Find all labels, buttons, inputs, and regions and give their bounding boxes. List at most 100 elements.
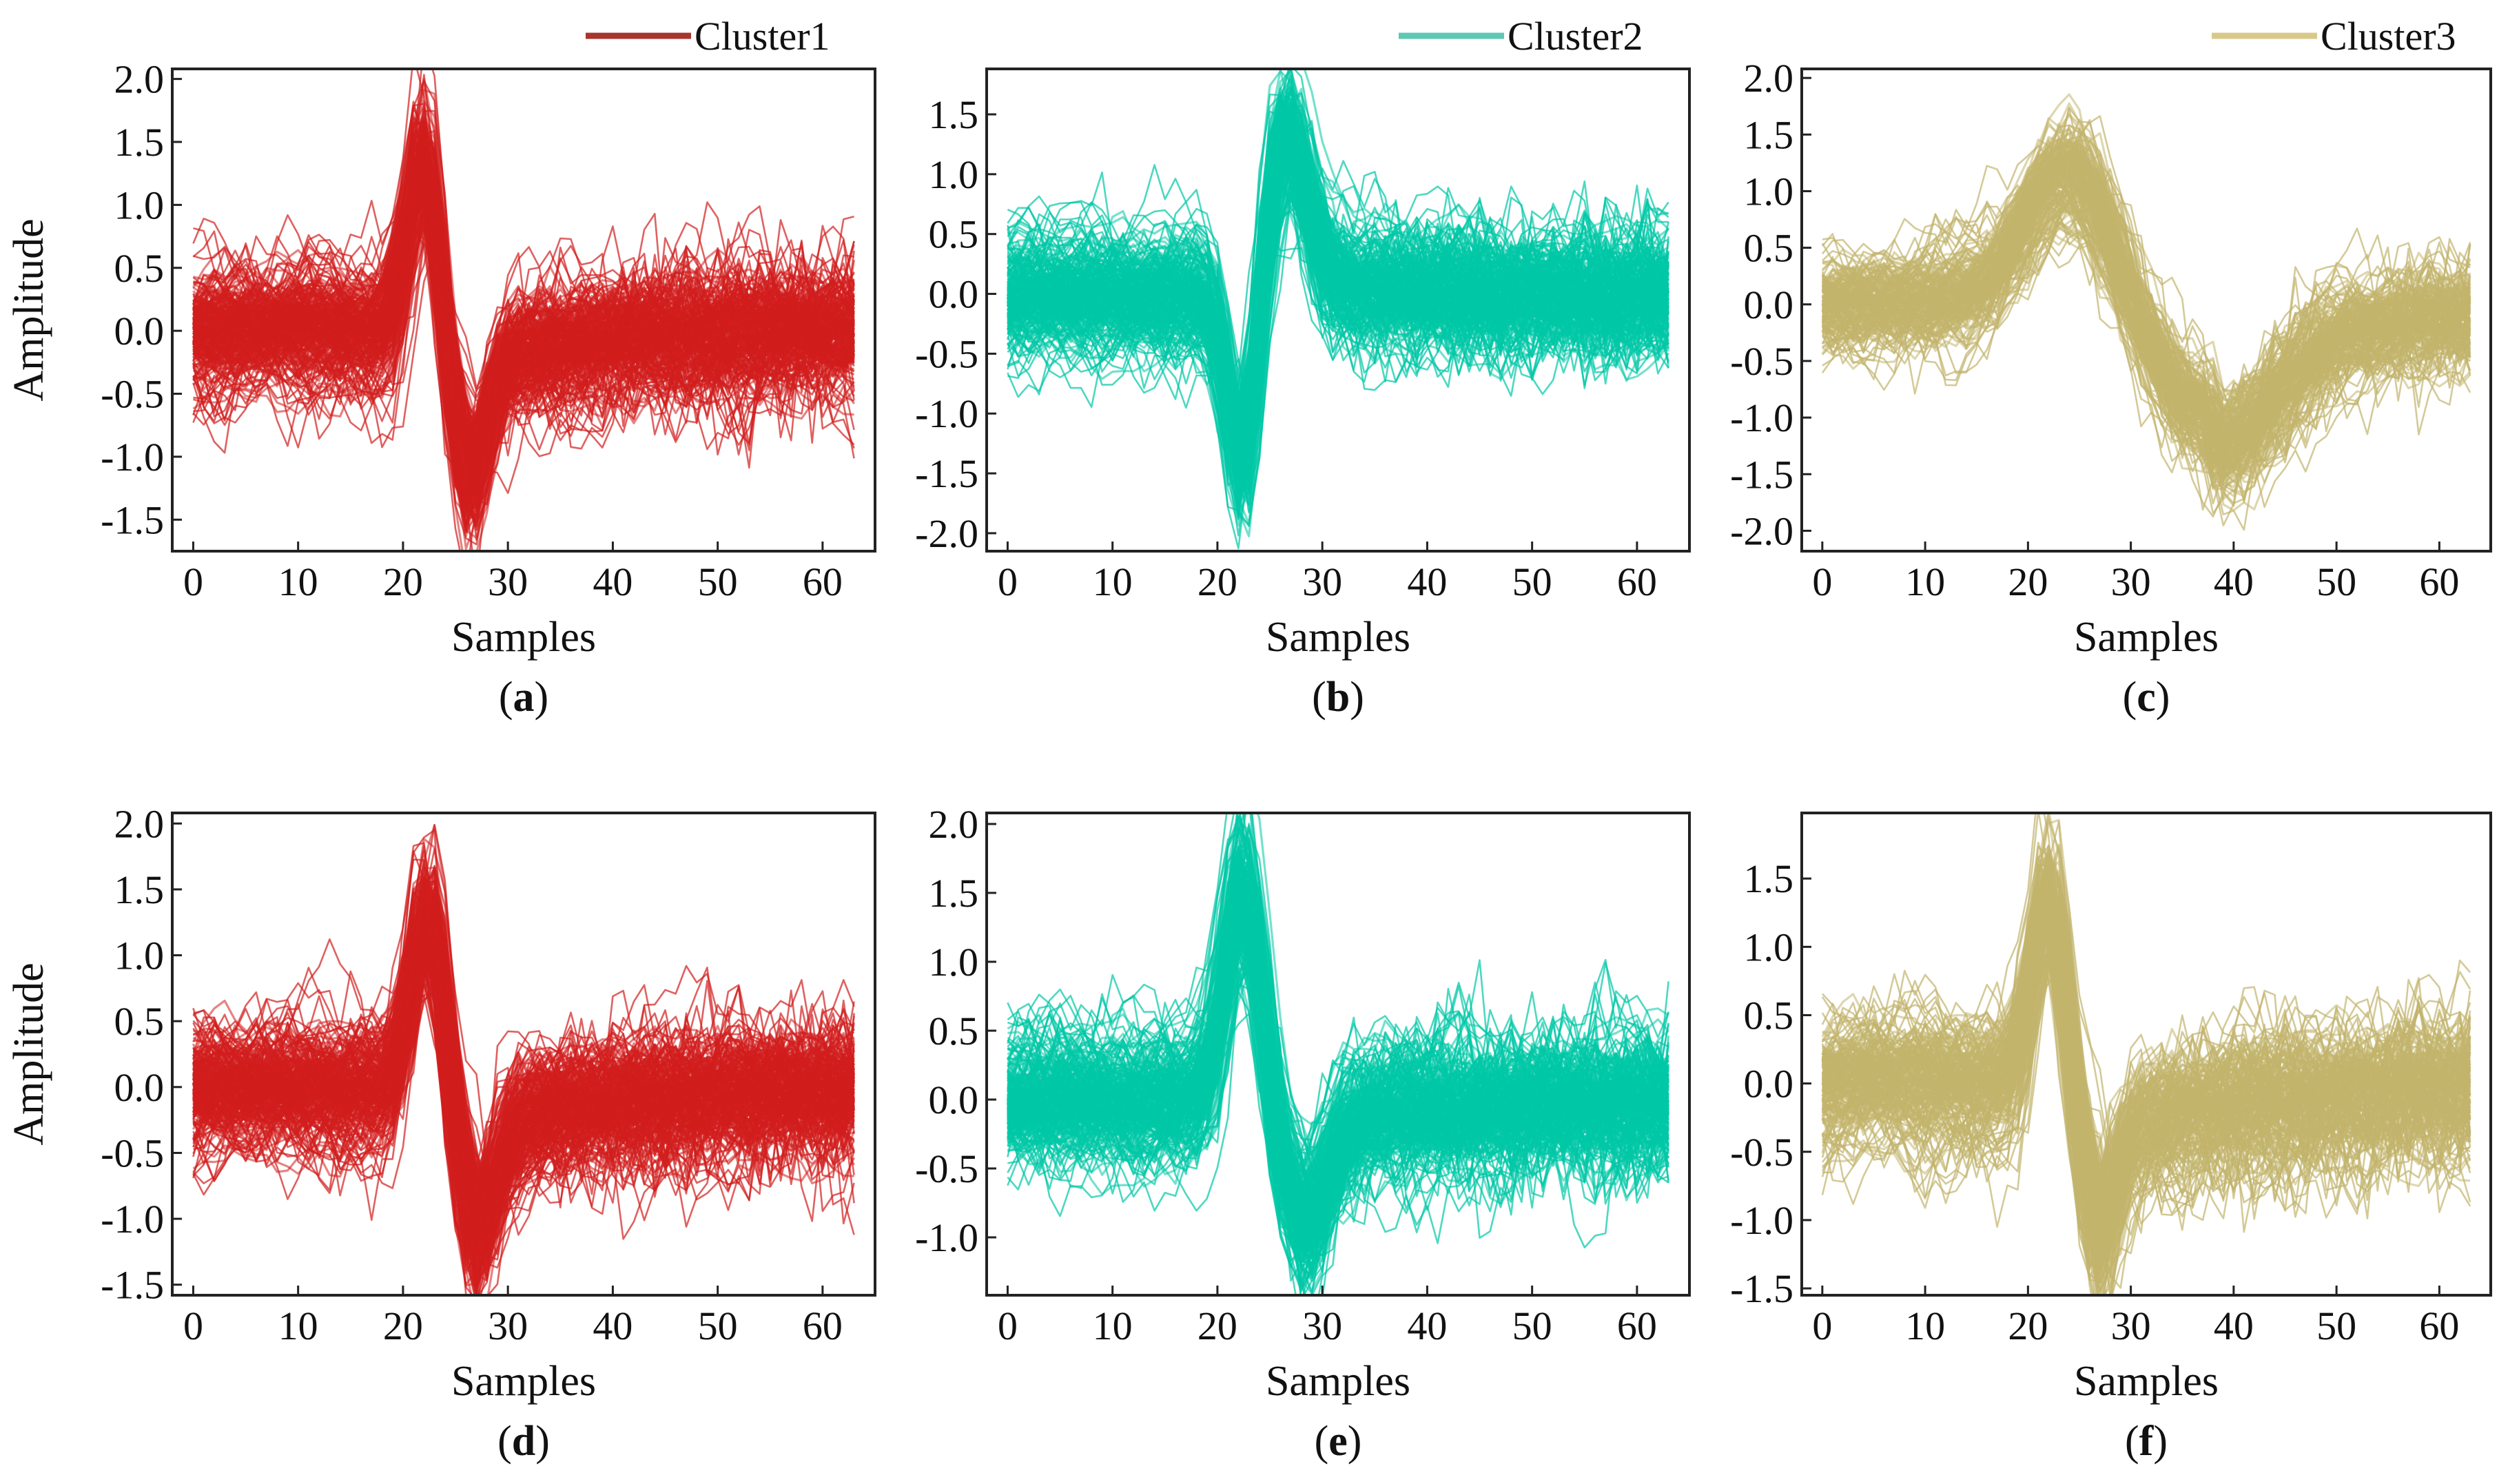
waveform-trace bbox=[192, 248, 855, 505]
waveform-trace bbox=[192, 925, 855, 1278]
y-tick-label: 1.0 bbox=[1744, 169, 1794, 214]
y-tick-label: 2.0 bbox=[1744, 56, 1794, 101]
waveform-trace bbox=[192, 965, 854, 1242]
y-tick-label: 1.5 bbox=[114, 867, 165, 912]
x-tick-label: 0 bbox=[998, 559, 1018, 604]
waveform-trace bbox=[193, 132, 854, 456]
x-tick-label: 30 bbox=[488, 1303, 528, 1348]
chart-panel-b: 0 10 20 30 40 50 60 -2.0 -1.5 -1.0 -0.5 0.0 0.5 1.0 1.… bbox=[915, 68, 1691, 721]
x-axis-label: Samples bbox=[2074, 614, 2219, 661]
waveform-trace bbox=[1007, 87, 1669, 464]
waveform-trace bbox=[1821, 880, 2471, 1214]
panel-label-open: ( bbox=[1315, 1418, 1329, 1465]
waveform-traces bbox=[1006, 69, 1670, 550]
waveform-trace bbox=[1822, 163, 2471, 448]
y-tick-label: 0.0 bbox=[114, 309, 165, 353]
x-tick-label: 0 bbox=[183, 559, 203, 604]
panel-label-letter: f bbox=[2139, 1418, 2155, 1465]
waveform-trace bbox=[192, 161, 855, 479]
x-axis-label: Samples bbox=[1266, 614, 1410, 661]
y-tick-label: -0.5 bbox=[1730, 339, 1793, 384]
waveform-trace bbox=[1006, 148, 1669, 491]
y-tick-label: -0.5 bbox=[915, 331, 978, 376]
waveform-trace bbox=[192, 896, 856, 1197]
waveform-trace bbox=[192, 911, 855, 1246]
y-tick-label: -1.0 bbox=[1730, 1198, 1793, 1243]
waveform-trace bbox=[1007, 154, 1670, 463]
waveform-trace bbox=[1007, 99, 1669, 466]
y-tick-label: 1.0 bbox=[114, 183, 165, 227]
y-tick-label: -1.0 bbox=[915, 391, 978, 436]
waveform-trace bbox=[1007, 867, 1669, 1243]
y-tick-label: -1.0 bbox=[101, 1197, 164, 1241]
waveform-trace bbox=[1822, 193, 2471, 466]
x-tick-label: 60 bbox=[2419, 1303, 2459, 1348]
waveform-trace bbox=[1007, 894, 1670, 1245]
y-tick-label: 1.0 bbox=[929, 152, 979, 197]
y-tick-label: 1.5 bbox=[1744, 112, 1794, 157]
x-tick-label: 50 bbox=[1512, 1303, 1552, 1348]
waveform-trace bbox=[1822, 144, 2471, 440]
waveform-traces bbox=[192, 823, 856, 1295]
x-tick-label: 10 bbox=[1093, 1303, 1133, 1348]
waveform-trace bbox=[1007, 876, 1669, 1235]
waveform-trace bbox=[1822, 953, 2471, 1237]
waveform-trace bbox=[1822, 187, 2471, 479]
panel-label-open: ( bbox=[2125, 1418, 2139, 1465]
waveform-trace bbox=[1007, 883, 1669, 1263]
waveform-trace bbox=[1007, 69, 1669, 413]
y-tick-label: -1.5 bbox=[1730, 452, 1793, 497]
waveform-trace bbox=[192, 130, 855, 481]
waveform-trace bbox=[192, 227, 856, 517]
x-tick-label: 10 bbox=[1905, 559, 1945, 604]
y-tick-label: 0.0 bbox=[929, 1078, 979, 1122]
panel-label-open: ( bbox=[499, 674, 513, 721]
x-tick-label: 20 bbox=[1197, 559, 1237, 604]
waveform-trace bbox=[193, 892, 855, 1222]
y-tick-label: 0.5 bbox=[1744, 226, 1794, 271]
x-axis-label: Samples bbox=[1266, 1358, 1410, 1405]
plot-frame bbox=[1800, 68, 2492, 553]
panel-label-close: ) bbox=[2153, 1418, 2168, 1465]
chart-panel-d: 0 10 20 30 40 50 60 -1.5 -1.0 -0.5 0.0 0.5 1.0 1.5 2.0… bbox=[6, 801, 876, 1465]
y-tick-label: 0.5 bbox=[1744, 993, 1794, 1038]
x-tick-label: 40 bbox=[2214, 559, 2254, 604]
waveform-trace bbox=[1821, 917, 2471, 1284]
x-tick-label: 40 bbox=[1407, 559, 1447, 604]
plot-frame bbox=[985, 68, 1691, 553]
waveform-trace bbox=[192, 929, 855, 1184]
y-tick-label: 0.0 bbox=[1744, 282, 1794, 327]
x-tick-label: 10 bbox=[278, 559, 318, 604]
x-tick-label: 40 bbox=[593, 1303, 633, 1348]
x-tick-label: 10 bbox=[1093, 559, 1133, 604]
waveform-trace bbox=[192, 947, 854, 1275]
legend-item-cluster3: Cluster3 bbox=[2212, 14, 2456, 59]
x-tick-label: 20 bbox=[383, 1303, 423, 1348]
y-tick-label: 0.5 bbox=[929, 212, 979, 257]
x-tick-label: 50 bbox=[2316, 559, 2356, 604]
y-tick-label: 0.0 bbox=[1744, 1062, 1794, 1106]
chart-panel-c: 0 10 20 30 40 50 60 -2.0 -1.5 -1.0 -0.5 0.0 0.5 1.0 1.… bbox=[1730, 56, 2492, 721]
waveform-trace bbox=[193, 979, 855, 1291]
y-tick-label: 0.5 bbox=[114, 999, 165, 1044]
waveform-trace bbox=[193, 189, 854, 493]
legend-item-cluster1: Cluster1 bbox=[586, 14, 830, 59]
waveform-trace bbox=[1821, 874, 2471, 1295]
waveform-traces bbox=[1821, 813, 2471, 1295]
x-tick-label: 30 bbox=[1302, 559, 1342, 604]
panel-label-close: ) bbox=[2156, 674, 2170, 721]
panel-label: (f) bbox=[2125, 1418, 2168, 1465]
x-tick-label: 40 bbox=[593, 559, 633, 604]
plot-frame bbox=[1800, 812, 2492, 1297]
y-axis-label: Amplitude bbox=[6, 962, 52, 1145]
y-axis-label: Amplitude bbox=[6, 218, 52, 401]
panel-label: (a) bbox=[499, 674, 548, 721]
y-tick-label: -1.0 bbox=[915, 1215, 978, 1260]
x-tick-label: 60 bbox=[1617, 559, 1657, 604]
x-axis-label: Samples bbox=[2074, 1358, 2219, 1405]
y-tick-label: -1.5 bbox=[1730, 1266, 1793, 1311]
x-tick-label: 0 bbox=[183, 1303, 203, 1348]
x-tick-label: 50 bbox=[698, 559, 738, 604]
x-tick-label: 0 bbox=[1812, 1303, 1832, 1348]
legend-label: Cluster2 bbox=[1508, 14, 1643, 59]
